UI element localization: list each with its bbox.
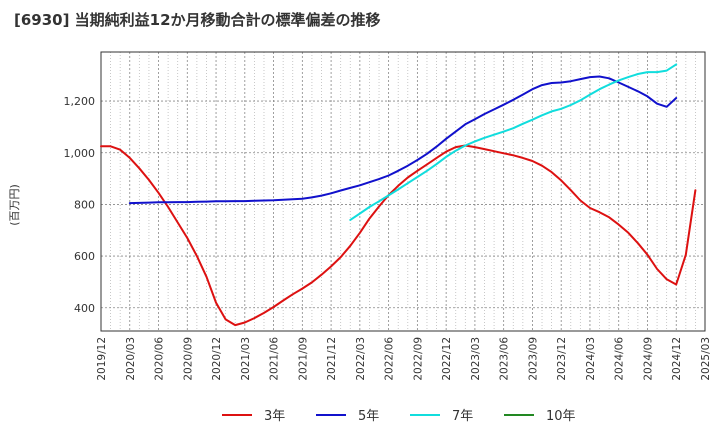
x-tick-label: 2021/03 — [240, 337, 252, 381]
legend: 3年 5年 7年 10年 — [222, 409, 576, 424]
x-tick-label: 2021/09 — [297, 337, 309, 381]
x-tick-label: 2024/06 — [614, 337, 626, 381]
y-tick-label: 400 — [74, 302, 95, 315]
x-tick-label: 2021/12 — [326, 337, 338, 381]
y-axis-ticks: 400 600 800 1,000 1,200 — [64, 95, 96, 315]
legend-label: 10年 — [546, 409, 576, 424]
series-line-2 — [128, 75, 678, 205]
series-line-1 — [100, 144, 697, 327]
x-tick-label: 2022/09 — [412, 337, 424, 381]
legend-label: 7年 — [452, 409, 473, 424]
plot-area — [100, 51, 706, 332]
x-tick-label: 2024/03 — [585, 337, 597, 381]
x-tick-label: 2019/12 — [96, 337, 108, 381]
series-line-3 — [349, 63, 678, 221]
y-tick-label: 800 — [74, 198, 95, 211]
y-tick-label: 1,000 — [64, 147, 96, 160]
legend-label: 5年 — [358, 409, 379, 424]
legend-label: 3年 — [264, 409, 285, 424]
x-tick-label: 2023/09 — [527, 337, 539, 381]
series-lines — [100, 63, 697, 327]
x-tick-label: 2022/12 — [441, 337, 453, 381]
x-tick-label: 2020/09 — [182, 337, 194, 381]
x-tick-label: 2022/06 — [384, 337, 396, 381]
grid — [100, 52, 706, 331]
x-tick-label: 2024/09 — [642, 337, 654, 381]
x-tick-label: 2025/03 — [700, 337, 712, 381]
x-tick-label: 2023/06 — [499, 337, 511, 381]
x-tick-label: 2023/12 — [556, 337, 568, 381]
y-tick-label: 600 — [74, 250, 95, 263]
y-tick-label: 1,200 — [64, 95, 96, 108]
x-tick-label: 2020/03 — [125, 337, 137, 381]
x-tick-label: 2023/03 — [470, 337, 482, 381]
x-tick-label: 2024/12 — [671, 337, 683, 381]
x-tick-label: 2020/12 — [211, 337, 223, 381]
chart-title: [6930] 当期純利益12か月移動合計の標準偏差の推移 — [14, 11, 381, 29]
x-tick-label: 2020/06 — [154, 337, 166, 381]
y-axis-label: (百万円) — [8, 184, 21, 226]
x-tick-label: 2022/03 — [355, 337, 367, 381]
x-tick-label: 2021/06 — [269, 337, 281, 381]
x-axis-ticks: 2019/12 2020/03 2020/06 2020/09 2020/12 2021/… — [96, 337, 712, 381]
